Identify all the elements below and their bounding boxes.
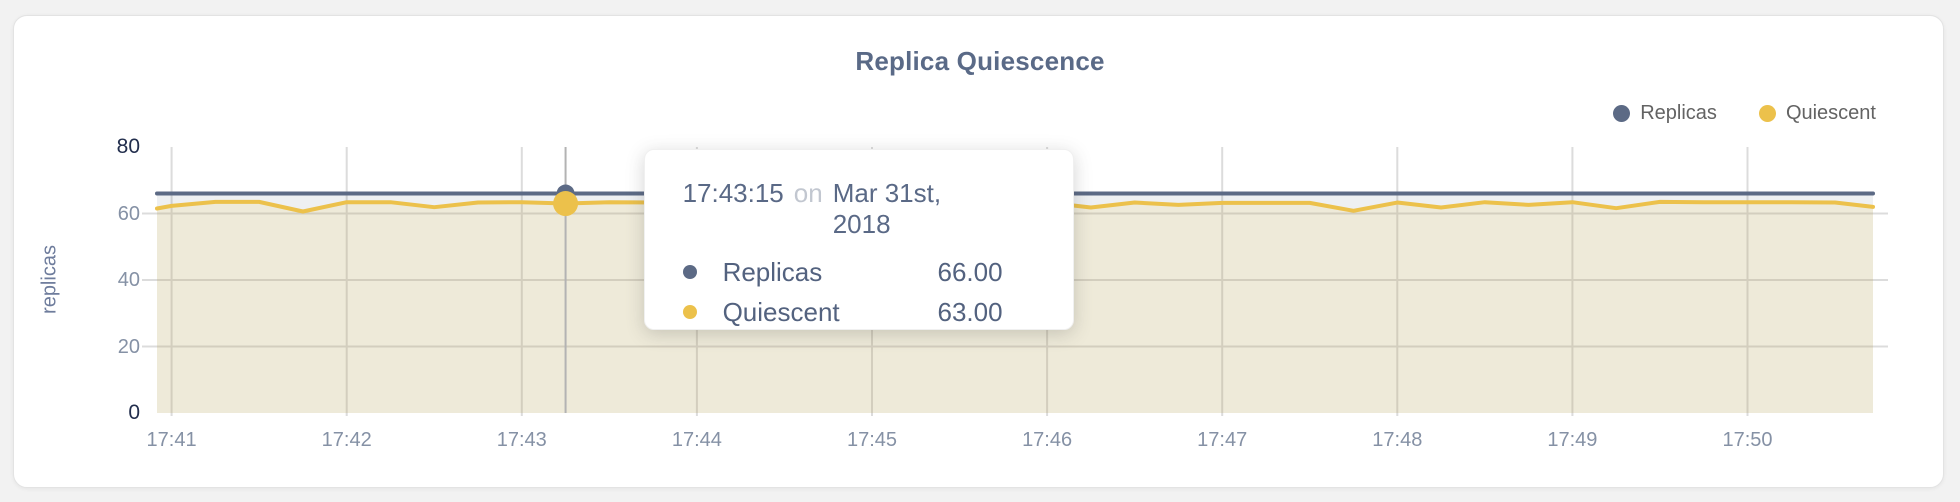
x-tick-label: 17:44 (671, 429, 722, 451)
legend-label-quiescent: Quiescent (1785, 102, 1876, 124)
x-tick-label: 17:47 (1197, 429, 1248, 451)
tooltip-conjunction: on (793, 178, 823, 208)
y-tick-label: 0 (128, 401, 140, 424)
chart-legend: Replicas Quiescent (1613, 102, 1876, 125)
tooltip-series-value: 63.00 (937, 296, 1003, 327)
y-tick-label: 20 (117, 335, 140, 358)
tooltip-series-value: 66.00 (937, 256, 1003, 287)
y-tick-label: 60 (117, 202, 140, 225)
quiescent-series-dot-icon (1758, 105, 1776, 122)
y-tick-label: 80 (116, 135, 140, 158)
legend-item-replicas[interactable]: Replicas (1613, 102, 1717, 125)
tooltip-series-name: Replicas (722, 256, 823, 287)
legend-item-quiescent[interactable]: Quiescent (1758, 102, 1876, 125)
tooltip-rows: Replicas 66.00 Quiescent 63.00 (682, 252, 1003, 332)
legend-label-replicas: Replicas (1640, 102, 1717, 124)
x-tick-label: 17:41 (146, 429, 197, 451)
quiescent-series-dot-icon (682, 305, 697, 319)
tooltip-date: Mar 31st, 2018 (832, 178, 942, 239)
tooltip-series-name: Quiescent (722, 296, 840, 327)
x-tick-label: 17:45 (846, 429, 898, 451)
tooltip-header: 17:43:15 on Mar 31st, 2018 (683, 178, 1003, 240)
quiescent-hover-point (553, 191, 579, 217)
x-tick-label: 17:43 (496, 429, 547, 451)
chart-tooltip: 17:43:15 on Mar 31st, 2018 Replicas 66.0… (643, 149, 1074, 332)
replicas-series-dot-icon (682, 265, 697, 279)
x-tick-label: 17:48 (1372, 429, 1423, 451)
x-tick-label: 17:50 (1722, 429, 1773, 451)
chart-title: Replica Quiescence (855, 46, 1105, 76)
tooltip-row-quiescent: Quiescent 63.00 (682, 292, 1003, 332)
y-tick-label: 40 (117, 269, 140, 291)
x-tick-label: 17:49 (1547, 429, 1598, 451)
x-tick-label: 17:42 (321, 429, 372, 451)
replicas-series-dot-icon (1613, 105, 1631, 122)
tooltip-row-replicas: Replicas 66.00 (682, 252, 1003, 292)
tooltip-time: 17:43:15 (682, 178, 784, 208)
x-tick-label: 17:46 (1022, 429, 1073, 451)
